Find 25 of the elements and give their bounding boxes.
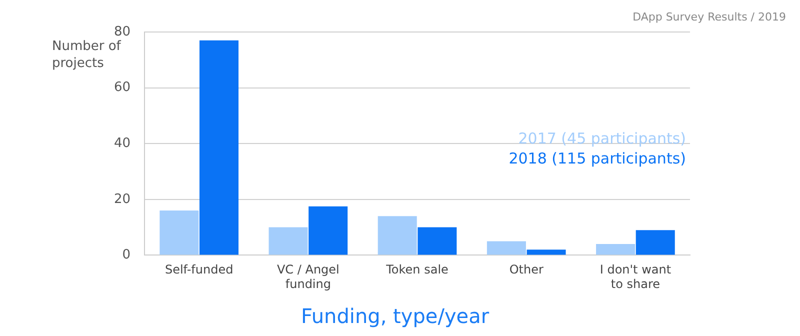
x-tick-label: I don't want to share — [600, 262, 672, 291]
bar — [636, 230, 675, 255]
y-axis-title: Number of projects — [52, 38, 122, 71]
bar — [199, 40, 239, 255]
y-tick-label: 80 — [114, 24, 131, 40]
x-tick-label: Self-funded — [164, 262, 234, 277]
y-tick-label: 60 — [114, 80, 131, 96]
y-tick-label: 0 — [122, 248, 131, 263]
y-tick-label: 40 — [114, 136, 131, 151]
bar — [160, 210, 199, 255]
bar — [268, 227, 308, 255]
bar — [308, 206, 348, 255]
bar — [526, 250, 566, 255]
text: Funding, type/year — [300, 304, 490, 328]
bar — [378, 216, 417, 255]
x-tick-label: VC / Angel funding — [276, 262, 340, 291]
text: 2017 (45 participants) — [518, 130, 686, 148]
x-tick-label: Token sale — [385, 262, 448, 277]
text: DApp Survey Results / 2019 — [632, 10, 786, 24]
bar — [486, 241, 526, 255]
bar — [596, 244, 636, 255]
bar — [418, 227, 457, 255]
text: 2018 (115 participants) — [508, 150, 686, 168]
x-tick-label: Other — [509, 262, 544, 277]
y-tick-label: 20 — [114, 192, 131, 207]
